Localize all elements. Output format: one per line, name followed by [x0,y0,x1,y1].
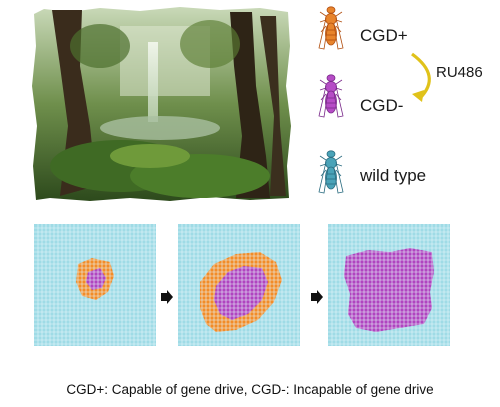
grid-panel-stage-3 [328,224,450,346]
forest-photo [30,6,292,202]
grid-panel-stage-2 [178,224,300,346]
fly-label-cgd-minus: CGD- [360,96,403,116]
caption: CGD+: Capable of gene drive, CGD-: Incap… [0,382,500,397]
drug-label: RU486 [436,64,483,81]
fly-blue-icon [318,148,344,198]
fly-orange-icon [318,4,344,54]
fly-purple-icon [318,72,344,122]
grid-panel-stage-1 [34,224,156,346]
fly-label-wild-type: wild type [360,166,426,186]
arrow-right-icon [160,290,174,304]
fly-label-cgd-plus: CGD+ [360,26,408,46]
arrow-right-icon [310,290,324,304]
